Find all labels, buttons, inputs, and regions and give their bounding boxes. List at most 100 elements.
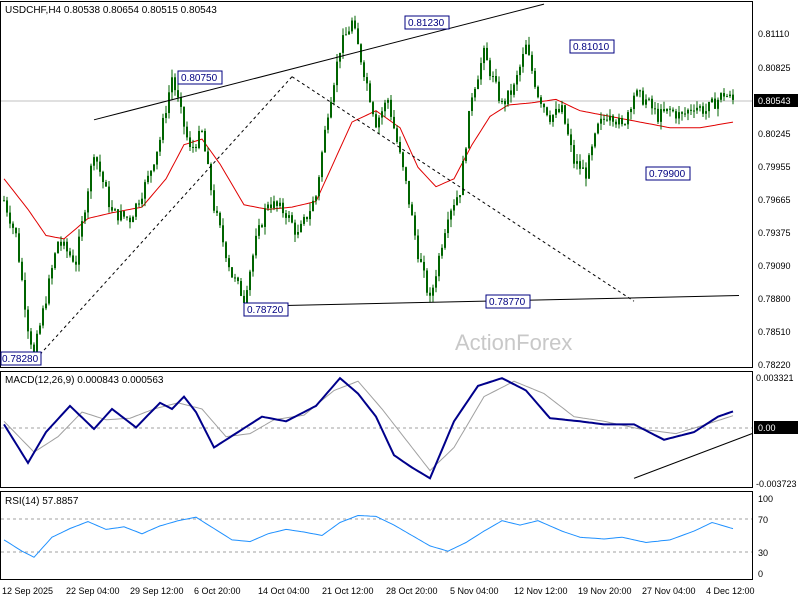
- candle-body: [345, 34, 347, 36]
- candle-body: [213, 190, 215, 211]
- time-tick-label: 4 Dec 12:00: [706, 586, 755, 596]
- price-tick-label: 0.79090: [758, 261, 791, 271]
- candle-body: [621, 118, 623, 125]
- candle-body: [435, 276, 437, 288]
- candle-body: [312, 200, 314, 212]
- candle-body: [567, 123, 569, 135]
- candle-body: [558, 108, 560, 113]
- candle-body: [339, 52, 341, 62]
- candle-body: [573, 145, 575, 164]
- candle-body: [150, 170, 152, 176]
- candle-body: [708, 102, 710, 112]
- time-tick-label: 5 Nov 04:00: [450, 586, 499, 596]
- candle-body: [651, 98, 653, 109]
- candle-body: [261, 225, 263, 227]
- candle-body: [180, 97, 182, 107]
- time-tick-label: 12 Nov 12:00: [514, 586, 568, 596]
- candle-body: [465, 148, 467, 161]
- candle-body: [564, 105, 566, 124]
- candle-body: [570, 134, 572, 146]
- candle-body: [582, 167, 584, 169]
- candle-body: [402, 152, 404, 168]
- candle-body: [57, 241, 59, 254]
- candle-body: [696, 107, 698, 111]
- candle-body: [144, 182, 146, 199]
- candle-body: [33, 344, 35, 353]
- candle-body: [6, 200, 8, 213]
- candle-body: [285, 213, 287, 218]
- candle-body: [726, 96, 728, 98]
- price-axis: 0.81110 0.80825 0.80245 0.79955 0.79665 …: [758, 29, 791, 370]
- candle-body: [117, 209, 119, 221]
- annotation-box: [645, 166, 691, 181]
- candle-body: [165, 113, 167, 118]
- candle-body: [585, 167, 587, 179]
- annotation-low-0-78280: 0.78280: [2, 354, 39, 365]
- candle-body: [555, 108, 557, 115]
- annotation-high-0-80750: 0.80750: [181, 73, 218, 84]
- candle-body: [48, 278, 50, 304]
- candle-body: [540, 97, 542, 104]
- candle-body: [594, 133, 596, 147]
- candle-body: [36, 333, 38, 353]
- candle-body: [504, 101, 506, 105]
- candle-body: [24, 279, 26, 310]
- candle-body: [102, 171, 104, 183]
- candle-body: [219, 212, 221, 226]
- rsi-layer: [3, 514, 734, 558]
- candle-body: [129, 217, 131, 223]
- rsi-title: RSI(14) 57.8857: [5, 496, 79, 507]
- candle-body: [459, 195, 461, 198]
- candle-body: [414, 215, 416, 236]
- candle-body: [600, 118, 602, 124]
- candle-body: [333, 85, 335, 102]
- candle-body: [513, 84, 515, 95]
- candle-body: [279, 202, 281, 206]
- candle-body: [288, 215, 290, 218]
- candle-body: [357, 28, 359, 45]
- candle-body: [84, 212, 86, 222]
- candle-body: [360, 44, 362, 63]
- candle-body: [396, 128, 398, 142]
- candle-body: [657, 108, 659, 122]
- candle-body: [168, 92, 170, 114]
- candle-body: [96, 157, 98, 162]
- time-tick-label: 22 Sep 04:00: [66, 586, 120, 596]
- candle-body: [444, 233, 446, 248]
- candle-body: [60, 241, 62, 246]
- candle-body: [390, 99, 392, 117]
- macd-tick-label: 0.003321: [756, 373, 794, 383]
- candle-body: [120, 211, 122, 221]
- candle-body: [81, 221, 83, 237]
- time-tick-label: 28 Oct 20:00: [386, 586, 438, 596]
- candle-body: [537, 86, 539, 98]
- candle-body: [450, 210, 452, 220]
- candle-body: [99, 161, 101, 172]
- candle-body: [660, 109, 662, 122]
- candle-body: [255, 235, 257, 256]
- candle-body: [534, 70, 536, 87]
- candle-body: [483, 47, 485, 64]
- candle-body: [579, 161, 581, 169]
- candle-body: [720, 93, 722, 100]
- candle-body: [252, 255, 254, 272]
- candle-body: [468, 111, 470, 149]
- candle-body: [588, 155, 590, 179]
- candle-body: [210, 164, 212, 191]
- candle-body: [156, 151, 158, 165]
- rsi-panel[interactable]: [0, 491, 753, 580]
- candle-body: [732, 94, 734, 100]
- annotation-low-0-78720: 0.78720: [247, 305, 284, 316]
- candle-body: [498, 81, 500, 101]
- candle-body: [45, 303, 47, 309]
- rsi-tick-label: 70: [758, 515, 768, 525]
- candle-body: [294, 222, 296, 235]
- annotation-high-0-81010: 0.81010: [573, 42, 610, 53]
- macd-panel[interactable]: [0, 371, 753, 488]
- price-panel[interactable]: [0, 1, 753, 368]
- candle-body: [429, 292, 431, 296]
- annotation-box: [485, 294, 531, 309]
- candle-body: [270, 204, 272, 208]
- candle-body: [405, 167, 407, 181]
